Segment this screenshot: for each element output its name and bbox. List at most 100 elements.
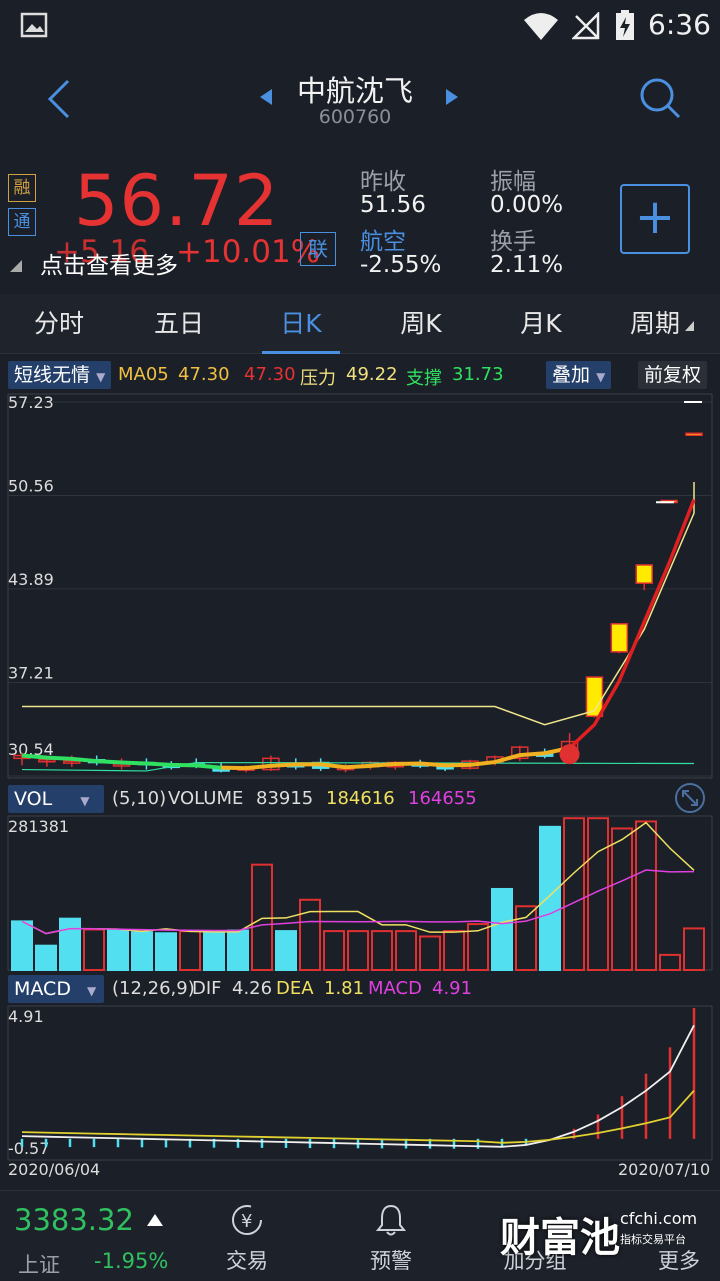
- tab-zhouqi[interactable]: 周期: [629, 309, 680, 338]
- date-end: 2020/07/10: [618, 1160, 710, 1179]
- vol-ma5: 184616: [326, 788, 395, 809]
- fuquan-button[interactable]: 前复权: [638, 361, 708, 389]
- macd-select[interactable]: MACD ▼: [8, 975, 104, 1003]
- index-pct: -1.95%: [94, 1249, 169, 1273]
- nav-more[interactable]: 更多: [614, 1191, 720, 1281]
- tab-zhouk[interactable]: 周K: [400, 309, 442, 338]
- macd-params: (12,26,9): [112, 978, 195, 999]
- watermark-url: cfchi.com: [620, 1209, 698, 1228]
- vol-select[interactable]: VOL ▼: [8, 785, 104, 813]
- volume-bar: [659, 953, 681, 972]
- volume-bar: [227, 929, 249, 972]
- prev-close-label: 昨收: [360, 169, 406, 195]
- volume-bar: [251, 863, 273, 971]
- kline-y-label: 50.56: [8, 476, 54, 495]
- volume-bar: [59, 917, 81, 971]
- ma-line-red: [568, 498, 696, 750]
- nav-add-group-label: 加分组: [503, 1249, 567, 1273]
- tab-rik[interactable]: 日K: [246, 294, 356, 354]
- kline-chart[interactable]: 57.23 50.56 43.89 37.21 30.54 S: [0, 392, 720, 780]
- nav-alert[interactable]: 预警: [326, 1191, 456, 1281]
- badge-tong: 通: [8, 208, 36, 236]
- volume-bar: [419, 935, 441, 971]
- back-icon[interactable]: [44, 78, 74, 120]
- tab-yuek[interactable]: 月K: [520, 309, 562, 338]
- nav-add-group[interactable]: 加分组: [470, 1191, 600, 1281]
- dif-value: 4.26: [232, 978, 273, 999]
- kline-candle: [38, 758, 56, 763]
- next-stock-icon[interactable]: [444, 88, 460, 106]
- kline-candle: [63, 760, 81, 764]
- search-icon[interactable]: [638, 76, 682, 120]
- overlay-button[interactable]: 叠加 ▼: [546, 361, 612, 389]
- date-start: 2020/06/04: [8, 1160, 100, 1179]
- bell-icon: [375, 1204, 407, 1236]
- view-more-link[interactable]: 点击查看更多: [40, 253, 178, 279]
- volume-bar: [35, 944, 57, 972]
- nav-trade[interactable]: ¥ 交易: [182, 1191, 312, 1281]
- index-value[interactable]: 3383.32: [14, 1203, 134, 1237]
- volume-bar: [347, 930, 369, 971]
- volume-bar: [467, 923, 489, 971]
- ma-value: 47.30: [178, 364, 230, 385]
- watermark-logo: 财富池: [500, 1215, 620, 1261]
- yuan-swap-icon: ¥: [232, 1205, 262, 1235]
- strategy-label: 短线无情: [14, 364, 91, 386]
- volume-bar: [371, 930, 393, 971]
- volume-chart[interactable]: 281381: [0, 814, 720, 972]
- ma-line-green: [21, 753, 222, 770]
- volume-bar: [11, 920, 33, 971]
- volume-bar: [395, 930, 417, 971]
- volume-bar: [443, 930, 465, 971]
- dif-label: DIF: [192, 978, 222, 999]
- sector-value: -2.55%: [360, 252, 442, 278]
- gallery-icon: [20, 12, 48, 38]
- volume-bar: [155, 932, 177, 971]
- quote-panel[interactable]: 融 通 56.72 +5.16 +10.01% 点击查看更多 联 昨收 51.5…: [0, 150, 720, 290]
- volume-bar: [131, 931, 153, 971]
- up-triangle-icon: [147, 1214, 163, 1226]
- amplitude-value: 0.00%: [490, 192, 564, 218]
- overlay-label: 叠加: [552, 364, 591, 386]
- vol-y-label: 281381: [8, 817, 69, 836]
- tab-fenshi[interactable]: 分时: [33, 309, 84, 338]
- macd-btn-label: MACD: [14, 978, 71, 1000]
- macd-chart[interactable]: 4.91 -0.57 2020/06/04 2020/07/10: [0, 1004, 720, 1184]
- macd-label: MACD: [368, 978, 422, 999]
- volume-bar: [587, 817, 609, 972]
- tab-dropdown-icon: [685, 321, 694, 331]
- period-tabs: 分时 五日 日K 周K 月K 周期: [0, 294, 720, 354]
- prev-stock-icon[interactable]: [258, 88, 274, 106]
- volume-bar: [683, 927, 705, 971]
- buy-signal-dot: [559, 744, 580, 765]
- dea-value: 1.81: [324, 978, 365, 999]
- add-watchlist-button[interactable]: +: [620, 184, 690, 254]
- turnover-value: 2.11%: [490, 252, 564, 278]
- pressure-line: [22, 482, 695, 726]
- fullscreen-icon[interactable]: [674, 782, 706, 814]
- nav-alert-label: 预警: [370, 1249, 412, 1273]
- badge-rong: 融: [8, 174, 36, 202]
- volume-bar: [323, 930, 345, 971]
- volume-bar: [515, 905, 537, 972]
- vol-value: 83915: [256, 788, 314, 809]
- volume-bar: [635, 820, 657, 971]
- badge-lian[interactable]: 联: [300, 232, 336, 266]
- support-value: 31.73: [452, 364, 504, 385]
- strategy-select[interactable]: 短线无情 ▼: [8, 361, 112, 389]
- signal-off-icon: [572, 12, 600, 40]
- macd-dif-line: [21, 1024, 695, 1148]
- sector-label[interactable]: 航空: [360, 229, 406, 255]
- ma-label: MA05: [118, 364, 169, 385]
- bottom-nav: 3383.32 上证 -1.95% ¥ 交易 预警 加分组 更多 财富池 cfc…: [0, 1190, 720, 1280]
- corner-arrow-icon: [10, 260, 22, 272]
- vol-params: (5,10): [112, 788, 167, 809]
- tab-wuri[interactable]: 五日: [153, 309, 204, 338]
- wifi-icon: [524, 13, 558, 40]
- volume-bar: [107, 929, 129, 972]
- kline-y-label: 30.54: [8, 740, 54, 759]
- current-price: 56.72: [74, 160, 280, 242]
- stock-code: 600760: [318, 106, 392, 128]
- vol-label: VOL: [14, 788, 53, 810]
- volume-ma10-line: [21, 869, 695, 935]
